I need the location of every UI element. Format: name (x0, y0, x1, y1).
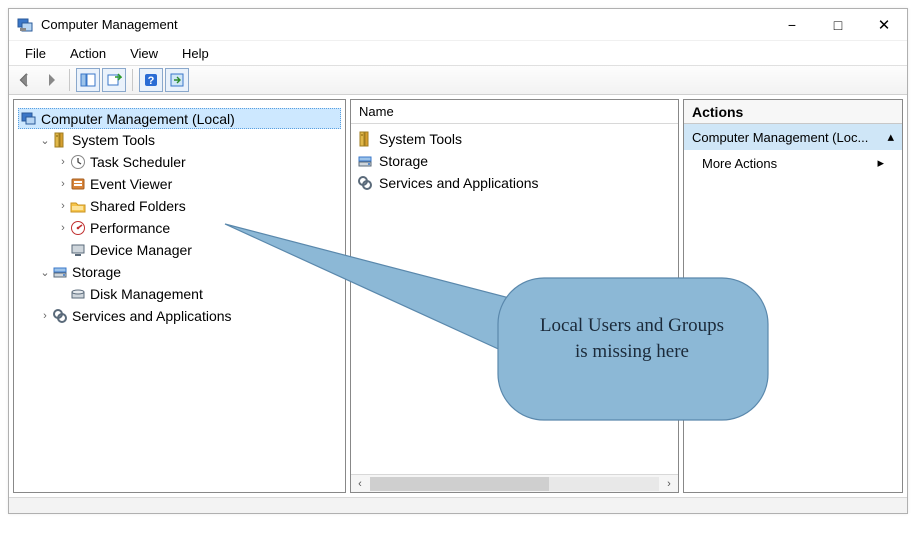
help-button[interactable]: ? (139, 68, 163, 92)
list-header[interactable]: Name (351, 100, 678, 124)
computer-management-icon (21, 111, 37, 127)
more-actions-item[interactable]: More Actions ▸ (684, 150, 902, 176)
storage-icon (52, 264, 68, 280)
toolbar-separator (132, 69, 133, 91)
menu-file[interactable]: File (15, 44, 56, 63)
tree-item-label: Shared Folders (90, 198, 186, 214)
tree-item[interactable]: Disk Management (18, 283, 341, 305)
devmgr-icon (70, 242, 86, 258)
list-body[interactable]: System Tools Storage Services and Applicat… (351, 124, 678, 474)
tree-item-label: Performance (90, 220, 170, 236)
systools-icon (357, 131, 373, 147)
list-item[interactable]: Services and Applications (357, 172, 672, 194)
expand-icon[interactable]: › (56, 222, 70, 234)
svg-text:?: ? (148, 75, 155, 87)
tree-item[interactable]: › Shared Folders (18, 195, 341, 217)
tree-item-label: Task Scheduler (90, 154, 186, 170)
menu-view[interactable]: View (120, 44, 168, 63)
tree-item-label: System Tools (72, 132, 155, 148)
tree-item[interactable]: ⌄ Storage (18, 261, 341, 283)
more-actions-label: More Actions (702, 156, 777, 171)
forward-button[interactable] (39, 68, 63, 92)
systools-icon (52, 132, 68, 148)
titlebar: Computer Management − □ ✕ (9, 9, 907, 41)
services-icon (52, 308, 68, 324)
expand-icon[interactable]: › (56, 156, 70, 168)
scroll-right-icon[interactable]: › (660, 478, 678, 490)
clock-icon (70, 154, 86, 170)
expand-icon[interactable]: › (56, 178, 70, 190)
menu-help[interactable]: Help (172, 44, 219, 63)
statusbar (9, 497, 907, 513)
actionpane-button[interactable] (165, 68, 189, 92)
menubar: File Action View Help (9, 41, 907, 65)
submenu-icon: ▸ (877, 155, 884, 171)
list-item-label: Storage (379, 153, 428, 169)
collapse-icon: ▴ (887, 129, 894, 145)
scroll-thumb[interactable] (370, 477, 549, 491)
scroll-left-icon[interactable]: ‹ (351, 478, 369, 490)
expand-icon[interactable]: ⌄ (38, 134, 52, 147)
eventviewer-icon (70, 176, 86, 192)
window-title: Computer Management (41, 17, 178, 32)
list-item-label: Services and Applications (379, 175, 539, 191)
main-panel: Name System Tools Storage Services and App… (350, 99, 679, 493)
expand-icon[interactable]: ⌄ (38, 266, 52, 279)
diskmgmt-icon (70, 286, 86, 302)
window-controls: − □ ✕ (769, 9, 907, 41)
actions-section[interactable]: Computer Management (Loc... ▴ (684, 124, 902, 150)
export-list-button[interactable] (102, 68, 126, 92)
scroll-track[interactable] (370, 477, 659, 491)
tree-item-label: Services and Applications (72, 308, 232, 324)
services-icon (357, 175, 373, 191)
list-item-label: System Tools (379, 131, 462, 147)
tree-item-label: Disk Management (90, 286, 203, 302)
toolbar-separator (69, 69, 70, 91)
tree-item-label: Storage (72, 264, 121, 280)
tree-panel: Computer Management (Local) ⌄ System Tool… (13, 99, 346, 493)
expand-icon[interactable]: › (38, 310, 52, 322)
list-header-name: Name (359, 104, 394, 119)
tree-item[interactable]: › Services and Applications (18, 305, 341, 327)
storage-icon (357, 153, 373, 169)
actions-panel: Actions Computer Management (Loc... ▴ Mo… (683, 99, 903, 493)
list-item[interactable]: Storage (357, 150, 672, 172)
close-button[interactable]: ✕ (861, 9, 907, 41)
tree-item-label: Event Viewer (90, 176, 172, 192)
body: Computer Management (Local) ⌄ System Tool… (9, 95, 907, 497)
tree-root-label: Computer Management (Local) (41, 111, 235, 127)
tree-item[interactable]: › Event Viewer (18, 173, 341, 195)
actions-section-label: Computer Management (Loc... (692, 130, 868, 145)
performance-icon (70, 220, 86, 236)
tree-item[interactable]: Device Manager (18, 239, 341, 261)
app-icon (17, 17, 33, 33)
minimize-button[interactable]: − (769, 9, 815, 41)
tree-item-label: Device Manager (90, 242, 192, 258)
tree-item[interactable]: › Performance (18, 217, 341, 239)
tree-root[interactable]: Computer Management (Local) (18, 108, 341, 129)
tree-item[interactable]: ⌄ System Tools (18, 129, 341, 151)
maximize-button[interactable]: □ (815, 9, 861, 41)
back-button[interactable] (13, 68, 37, 92)
menu-action[interactable]: Action (60, 44, 116, 63)
showhide-tree-button[interactable] (76, 68, 100, 92)
toolbar: ? (9, 65, 907, 95)
tree-view[interactable]: Computer Management (Local) ⌄ System Tool… (16, 104, 343, 488)
horizontal-scrollbar[interactable]: ‹ › (351, 474, 678, 492)
computer-management-window: Computer Management − □ ✕ File Action Vi… (8, 8, 908, 514)
tree-item[interactable]: › Task Scheduler (18, 151, 341, 173)
expand-icon[interactable]: › (56, 200, 70, 212)
list-item[interactable]: System Tools (357, 128, 672, 150)
actions-header: Actions (684, 100, 902, 124)
sharedfolders-icon (70, 198, 86, 214)
